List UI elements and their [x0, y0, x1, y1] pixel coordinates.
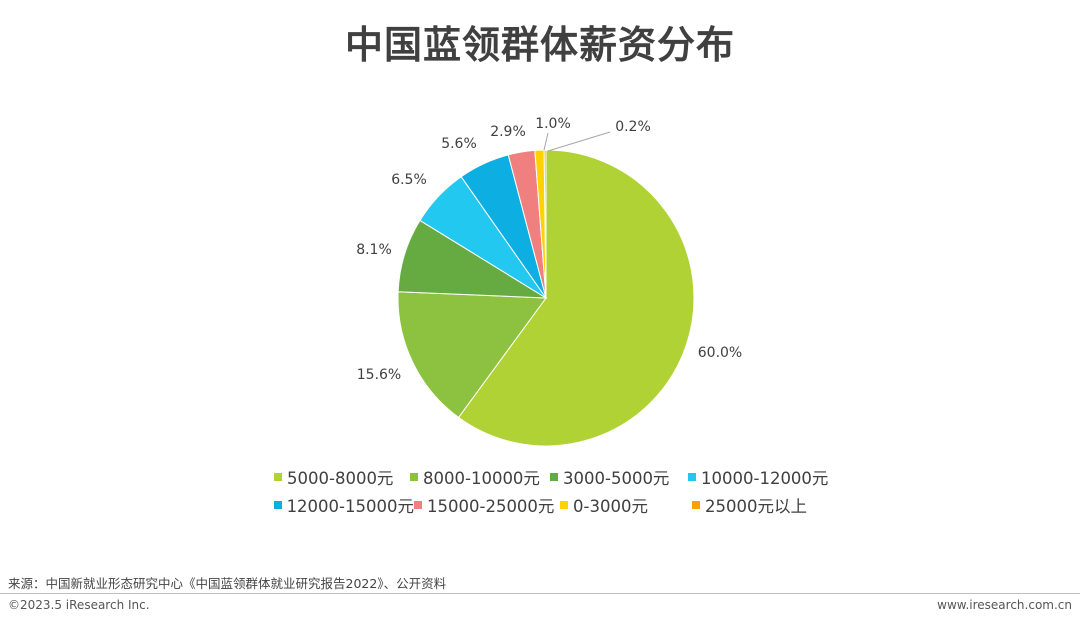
legend-swatch: [410, 473, 418, 481]
legend-swatch: [274, 501, 282, 509]
data-label: 15.6%: [357, 367, 401, 383]
legend-item: 5000-8000元: [274, 466, 410, 488]
legend-label: 10000-12000元: [701, 469, 829, 488]
legend-item: 8000-10000元: [410, 466, 550, 488]
data-label: 0.2%: [615, 119, 651, 135]
data-label: 6.5%: [391, 172, 427, 188]
leader-line: [543, 132, 549, 151]
footer-divider: [0, 593, 1080, 594]
legend-item: 3000-5000元: [550, 466, 688, 488]
data-label: 2.9%: [490, 124, 526, 140]
chart-title: 中国蓝领群体薪资分布: [344, 23, 735, 67]
legend-label: 15000-25000元: [427, 497, 555, 516]
legend-swatch: [692, 501, 700, 509]
data-label: 5.6%: [441, 136, 477, 152]
legend-label: 0-3000元: [573, 497, 648, 516]
copyright-text: ©2023.5 iResearch Inc.: [8, 598, 150, 612]
legend-swatch: [560, 501, 568, 509]
legend-item: 25000元以上: [692, 494, 842, 516]
legend-item: 0-3000元: [560, 494, 692, 516]
legend-item: 12000-15000元: [274, 494, 414, 516]
legend-label: 5000-8000元: [287, 469, 394, 488]
legend-item: 15000-25000元: [414, 494, 560, 516]
source-note: 来源：中国新就业形态研究中心《中国蓝领群体就业研究报告2022》、公开资料: [8, 576, 447, 591]
pie-slice: [457, 149, 695, 447]
chart-legend: 5000-8000元 8000-10000元 3000-5000元 10000-120…: [274, 466, 874, 516]
legend-swatch: [414, 501, 422, 509]
legend-label: 8000-10000元: [423, 469, 540, 488]
legend-label: 3000-5000元: [563, 469, 670, 488]
legend-label: 12000-15000元: [286, 497, 414, 516]
legend-swatch: [550, 473, 558, 481]
data-label: 8.1%: [356, 242, 392, 258]
data-label: 1.0%: [535, 116, 571, 132]
legend-swatch: [274, 473, 282, 481]
legend-item: 10000-12000元: [688, 466, 838, 488]
legend-label: 25000元以上: [705, 497, 807, 516]
legend-swatch: [688, 473, 696, 481]
leader-line: [547, 131, 611, 152]
data-label: 60.0%: [698, 345, 742, 361]
pie-slice: [397, 291, 547, 419]
website-link[interactable]: www.iresearch.com.cn: [937, 598, 1072, 612]
